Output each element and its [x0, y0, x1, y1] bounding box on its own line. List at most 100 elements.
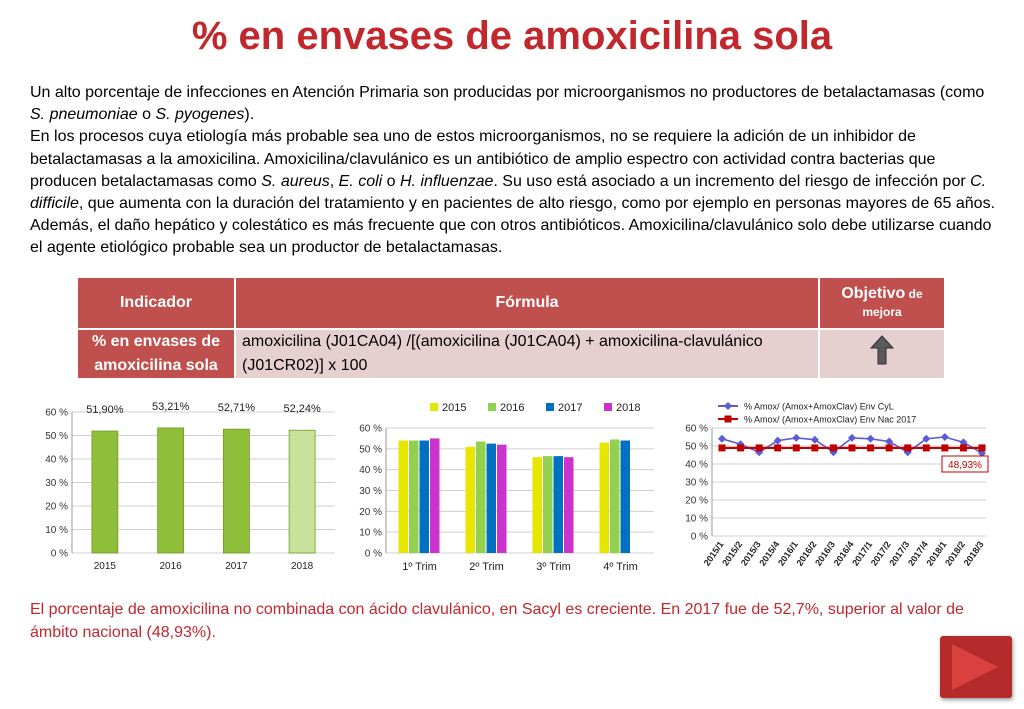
annual-ytick-label: 40 %: [45, 455, 68, 466]
quarterly-bar: [543, 456, 553, 553]
quarterly-legend-swatch: [604, 403, 612, 411]
quarterly-legend-swatch: [546, 403, 554, 411]
chart-annual-svg: 0 % 10 % 20 % 30 % 40 % 50 % 60 % 51,90% 2015 53,…: [45, 401, 335, 572]
trend-point: [848, 433, 856, 442]
trend-point: [922, 444, 930, 452]
trend-annotation-box: [941, 455, 989, 473]
objetivo-cell: [818, 328, 946, 380]
header-objetivo: Objetivo de mejora: [818, 276, 946, 330]
quarterly-bar: [465, 446, 475, 553]
trend-xtick-label: 2018/3: [962, 539, 986, 567]
trend-legend-marker: [724, 415, 732, 423]
intro-paragraph-2: En los procesos cuya etiología más proba…: [30, 128, 996, 257]
conclusion-text: El porcentaje de amoxicilina no combinad…: [30, 601, 964, 641]
trend-point: [940, 433, 949, 441]
page-title: % en envases de amoxicilina sola: [191, 14, 833, 58]
trend-annotation: 48,93%: [948, 460, 982, 471]
trend-ytick-label: 60 %: [685, 424, 708, 435]
trend-point: [810, 435, 819, 444]
quarterly-bar: [476, 441, 486, 553]
annual-bar: [288, 429, 316, 554]
trend-ytick-label: 50 %: [685, 442, 708, 453]
annual-ytick-label: 60 %: [45, 408, 68, 419]
trend-ytick-label: 20 %: [685, 496, 708, 507]
annual-ytick-label: 10 %: [45, 525, 68, 536]
quarterly-bar: [430, 438, 440, 553]
header-formula: Fórmula: [234, 276, 820, 330]
annual-data-label: 51,90%: [86, 404, 124, 416]
quarterly-ytick-label: 20 %: [359, 507, 382, 518]
trend-ytick-label: 10 %: [685, 514, 708, 525]
trend-point: [773, 436, 782, 445]
quarterly-xtick-label: 2º Trim: [469, 561, 504, 573]
annual-xtick-label: 2015: [94, 561, 117, 572]
quarterly-legend-label: 2015: [442, 402, 466, 414]
trend-point: [959, 444, 967, 452]
annual-data-label: 52,71%: [218, 402, 256, 414]
chart-trend-svg: 0 % 10 % 20 % 30 % 40 % 50 % 60 % % Amox/ (Amox…: [685, 402, 989, 568]
trend-point: [848, 444, 856, 452]
quarterly-bar: [409, 440, 419, 553]
trend-point: [866, 434, 875, 443]
quarterly-bar: [532, 457, 542, 553]
quarterly-bar: [599, 442, 609, 553]
chart-annual: 0 % 10 % 20 % 30 % 40 % 50 % 60 % 51,90% 2015 53,…: [30, 400, 340, 580]
trend-ytick-label: 30 %: [685, 478, 708, 489]
trend-legend-label: % Amox/ (Amox+AmoxClav) Env CyL: [744, 402, 894, 412]
trend-point: [904, 444, 912, 452]
quarterly-bar: [553, 456, 563, 553]
trend-point: [792, 433, 801, 442]
trend-point: [941, 444, 949, 452]
quarterly-ytick-label: 40 %: [359, 465, 382, 476]
trend-legend-label: % Amox/ (Amox+AmoxClav) Env Nac 2017: [744, 415, 916, 425]
quarterly-bar: [610, 439, 620, 553]
annual-ytick-label: 0 %: [51, 549, 68, 560]
annual-xtick-label: 2016: [160, 561, 183, 572]
trend-point: [959, 438, 968, 447]
trend-ytick-label: 40 %: [685, 460, 708, 471]
quarterly-bar: [486, 443, 496, 553]
chart-quarterly-svg: 0 % 10 % 20 % 30 % 40 % 50 % 60 % 2015 2016 2017 2…: [359, 402, 654, 573]
annual-bar: [157, 427, 185, 554]
trend-point: [922, 434, 931, 443]
trend-point: [811, 444, 819, 452]
annual-bar: [91, 430, 119, 554]
quarterly-bar: [398, 440, 408, 553]
trend-point: [718, 434, 726, 443]
annual-ytick-label: 30 %: [45, 478, 68, 489]
table-row: % en envases de amoxicilina sola amoxici…: [76, 328, 946, 380]
quarterly-legend-swatch: [430, 403, 438, 411]
indicator-formula: amoxicilina (J01CA04) /[(amoxicilina (J0…: [234, 328, 820, 380]
annual-data-label: 53,21%: [152, 401, 190, 413]
quarterly-ytick-label: 30 %: [359, 486, 382, 497]
annual-bar: [222, 428, 250, 554]
chart-trend: 0 % 10 % 20 % 30 % 40 % 50 % 60 % % Amox/ (Amox…: [674, 396, 996, 580]
quarterly-ytick-label: 10 %: [359, 528, 382, 539]
annual-ytick-label: 20 %: [45, 502, 68, 513]
quarterly-bar: [419, 440, 429, 553]
quarterly-xtick-label: 4º Trim: [603, 561, 638, 573]
intro-paragraph-1: Un alto porcentaje de infecciones en Ate…: [30, 84, 985, 124]
trend-ytick-label: 0 %: [691, 532, 708, 543]
chart-quarterly: 0 % 10 % 20 % 30 % 40 % 50 % 60 % 2015 2016 2017 2…: [354, 396, 664, 580]
annual-xtick-label: 2018: [291, 561, 314, 572]
quarterly-legend-label: 2016: [500, 402, 524, 414]
indicator-table: Indicador Fórmula Objetivo de mejora % e…: [76, 276, 946, 380]
quarterly-legend-swatch: [488, 403, 496, 411]
trend-point: [755, 444, 763, 452]
intro-text: Un alto porcentaje de infecciones en Ate…: [30, 82, 1000, 260]
annual-xtick-label: 2017: [225, 561, 248, 572]
quarterly-bar: [497, 444, 507, 553]
quarterly-ytick-label: 60 %: [359, 424, 382, 435]
quarterly-bar: [620, 440, 630, 553]
trend-point: [829, 444, 837, 452]
indicator-table-header: Indicador Fórmula Objetivo de mejora: [76, 276, 946, 330]
trend-point: [737, 444, 745, 452]
trend-point: [867, 444, 875, 452]
quarterly-bar: [564, 457, 574, 553]
annual-data-label: 52,24%: [283, 403, 321, 415]
annual-ytick-label: 50 %: [45, 431, 68, 442]
trend-point: [978, 444, 986, 452]
next-slide-icon: [952, 644, 998, 690]
next-slide-button[interactable]: [940, 636, 1012, 698]
